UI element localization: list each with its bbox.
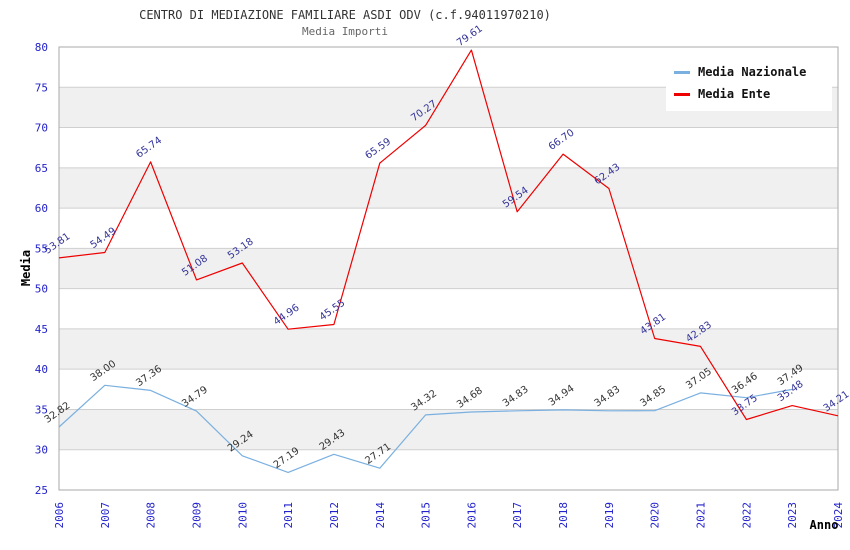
svg-text:2012: 2012: [328, 502, 341, 529]
svg-text:30: 30: [35, 444, 48, 457]
svg-text:45: 45: [35, 323, 48, 336]
svg-text:2006: 2006: [53, 502, 66, 529]
legend-swatch-ente-icon: [674, 92, 690, 96]
svg-text:34.94: 34.94: [547, 383, 577, 408]
svg-text:2017: 2017: [511, 502, 524, 529]
svg-text:2009: 2009: [190, 502, 203, 529]
svg-text:25: 25: [35, 484, 48, 497]
svg-text:2016: 2016: [465, 502, 478, 529]
svg-text:80: 80: [35, 41, 48, 54]
svg-text:2024: 2024: [832, 502, 845, 529]
svg-text:37.05: 37.05: [684, 366, 714, 391]
svg-text:50: 50: [35, 283, 48, 296]
svg-text:34.68: 34.68: [455, 385, 485, 410]
svg-text:2015: 2015: [420, 502, 433, 529]
svg-text:2010: 2010: [236, 502, 249, 529]
svg-text:34.83: 34.83: [593, 384, 623, 409]
chart-title: CENTRO DI MEDIAZIONE FAMILIARE ASDI ODV …: [139, 8, 551, 22]
svg-text:2011: 2011: [282, 502, 295, 529]
legend: Media Nazionale Media Ente: [666, 56, 832, 111]
chart-subtitle: Media Importi: [301, 25, 389, 38]
svg-text:2019: 2019: [603, 502, 616, 529]
svg-text:34.83: 34.83: [501, 384, 531, 409]
legend-item-media-ente: Media Ente: [674, 83, 824, 105]
svg-text:55: 55: [35, 242, 48, 255]
svg-text:45.55: 45.55: [318, 298, 348, 323]
svg-text:34.79: 34.79: [180, 384, 210, 409]
legend-label-media-nazionale: Media Nazionale: [698, 65, 807, 79]
svg-text:34.85: 34.85: [638, 384, 668, 409]
legend-swatch-nazionale-icon: [674, 70, 690, 74]
svg-text:Anno: Anno: [810, 518, 839, 532]
svg-text:2021: 2021: [695, 502, 708, 529]
svg-text:Media: Media: [19, 250, 33, 286]
svg-text:2022: 2022: [740, 502, 753, 529]
svg-text:2018: 2018: [557, 502, 570, 529]
svg-text:2020: 2020: [649, 502, 662, 529]
legend-label-media-ente: Media Ente: [698, 87, 771, 101]
svg-text:44.96: 44.96: [272, 302, 302, 327]
svg-text:65.74: 65.74: [134, 135, 164, 160]
svg-text:79.61: 79.61: [455, 23, 485, 48]
svg-text:60: 60: [35, 202, 48, 215]
svg-text:66.70: 66.70: [547, 127, 577, 152]
svg-text:70: 70: [35, 122, 48, 135]
svg-text:35: 35: [35, 403, 48, 416]
svg-text:2023: 2023: [786, 502, 799, 529]
svg-text:75: 75: [35, 81, 48, 94]
svg-text:2008: 2008: [145, 502, 158, 529]
svg-text:65.59: 65.59: [363, 136, 393, 161]
svg-text:2007: 2007: [99, 502, 112, 529]
legend-item-media-nazionale: Media Nazionale: [674, 61, 824, 83]
svg-text:54.49: 54.49: [89, 226, 119, 251]
svg-text:2014: 2014: [374, 502, 387, 529]
svg-text:36.46: 36.46: [730, 371, 760, 396]
svg-text:40: 40: [35, 363, 48, 376]
svg-text:65: 65: [35, 162, 48, 175]
